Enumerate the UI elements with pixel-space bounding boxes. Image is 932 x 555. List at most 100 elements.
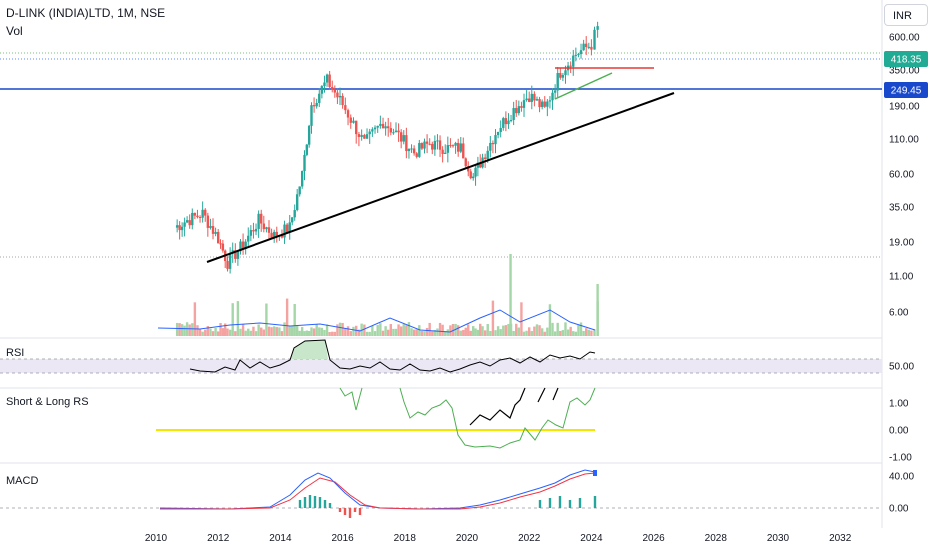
volume-bar — [272, 326, 276, 336]
candle-body — [360, 135, 363, 137]
candle-body — [412, 148, 416, 154]
candle-body — [338, 95, 342, 98]
macd-line — [159, 469, 596, 510]
macd-histogram-bar — [593, 496, 597, 508]
time-tick-label: 2018 — [394, 533, 417, 544]
candle-body — [479, 162, 482, 168]
candle-body — [368, 131, 371, 135]
volume-bar — [338, 322, 342, 336]
price-tick-label: 35.00 — [889, 203, 914, 214]
macd-histogram-bar — [578, 498, 582, 508]
candle-body — [191, 212, 194, 226]
candle-body — [469, 171, 472, 179]
volume-bar — [341, 322, 344, 336]
volume-bar — [204, 329, 207, 336]
short-trendline — [554, 72, 613, 100]
volume-bar — [223, 323, 227, 336]
candle-body — [425, 141, 429, 144]
candle-body — [318, 93, 321, 103]
candle-body — [444, 152, 447, 154]
volume-bar — [486, 323, 489, 336]
volume-bar — [295, 325, 299, 336]
volume-bar — [291, 325, 294, 336]
volume-bar — [175, 322, 179, 336]
volume-bar — [494, 330, 497, 336]
candle-body — [381, 123, 385, 129]
candle-body — [183, 222, 186, 227]
rs-tick-label: 0.00 — [889, 426, 909, 437]
volume-bar — [399, 326, 403, 336]
candle-body — [449, 145, 452, 147]
macd-histogram-bar — [358, 508, 362, 515]
candle-body — [303, 154, 306, 172]
volume-bar — [449, 325, 452, 336]
volume-bar — [278, 327, 281, 336]
volume-bar — [504, 325, 508, 336]
volume-bar — [285, 298, 289, 336]
candle-body — [280, 234, 284, 238]
price-tick-label: 6.00 — [889, 308, 909, 319]
candle-body — [363, 135, 366, 139]
volume-bar — [260, 327, 263, 336]
candle-body — [410, 148, 413, 150]
volume-bar — [538, 325, 541, 336]
candle-body — [204, 209, 207, 216]
volume-bar — [446, 329, 450, 336]
candle-body — [504, 118, 508, 125]
macd-histogram-bar — [298, 500, 302, 508]
price-tick-label: 190.00 — [889, 102, 920, 113]
candle-body — [512, 108, 515, 120]
volume-bar — [590, 330, 593, 336]
volume-bar — [265, 303, 268, 336]
candle-body — [553, 90, 557, 93]
volume-bar — [574, 331, 578, 336]
volume-bar — [267, 326, 271, 336]
volume-bar — [579, 322, 583, 336]
candle-body — [476, 162, 480, 168]
currency-button[interactable]: INR — [884, 4, 928, 26]
volume-bar — [346, 326, 350, 336]
price-tick-label: 19.00 — [889, 238, 914, 249]
candle-body — [577, 54, 580, 56]
volume-bar — [293, 304, 296, 336]
candle-body — [185, 220, 189, 223]
candle-body — [379, 123, 382, 126]
volume-bar — [548, 304, 552, 336]
candle-body — [349, 117, 352, 123]
volume-bar — [288, 326, 291, 336]
time-tick-label: 2030 — [767, 533, 790, 544]
volume-bar — [509, 254, 512, 336]
candle-body — [239, 241, 242, 252]
volume-bar — [596, 284, 599, 336]
volume-bar — [214, 327, 217, 336]
candle-body — [533, 93, 536, 101]
macd-histogram-bar — [568, 500, 572, 508]
volume-bar — [451, 324, 455, 336]
price-tick-label: 350.00 — [889, 66, 920, 77]
volume-bar — [412, 329, 416, 336]
candle-body — [525, 98, 528, 101]
volume-bar — [456, 325, 460, 336]
symbol-title[interactable]: D-LINK (INDIA)LTD, 1M, NSE — [6, 6, 166, 20]
candle-body — [226, 261, 229, 269]
candle-body — [446, 145, 450, 153]
macd-label: MACD — [6, 475, 39, 487]
macd-histogram-bar — [343, 508, 347, 515]
candle-body — [540, 101, 544, 108]
candle-body — [283, 224, 286, 238]
volume-bar — [593, 329, 596, 336]
macd-histogram-bar — [313, 496, 317, 508]
candle-body — [247, 235, 250, 242]
volume-bar — [217, 331, 220, 336]
candle-body — [520, 106, 523, 108]
macd-histogram-bar — [303, 497, 307, 508]
volume-bar — [183, 325, 186, 336]
candle-body — [198, 217, 202, 219]
candle-body — [491, 142, 495, 145]
price-tick-label: 11.00 — [889, 272, 914, 283]
rs-tick-label: 1.00 — [889, 399, 909, 410]
volume-bar — [247, 328, 250, 336]
candle-body — [315, 102, 318, 107]
